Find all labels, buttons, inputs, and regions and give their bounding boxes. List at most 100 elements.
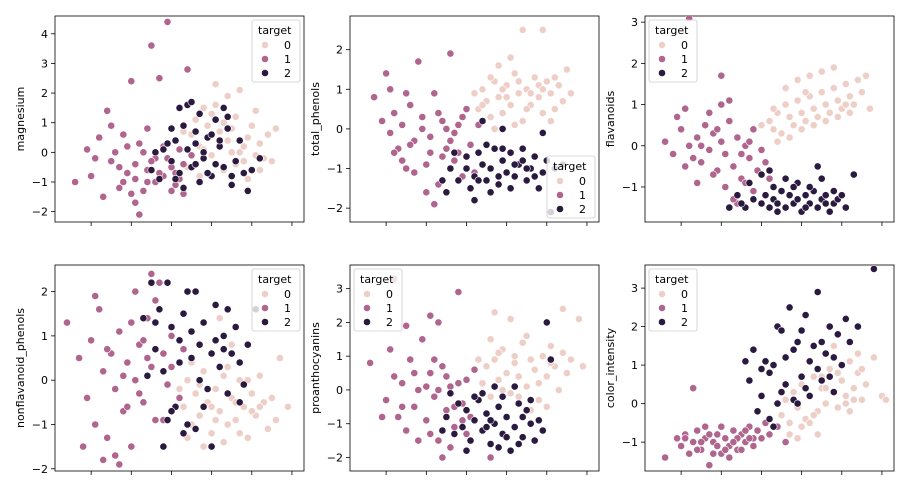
legend-title: target [553, 160, 587, 173]
scatter-point-target-2 [175, 104, 184, 112]
legend-box [546, 155, 596, 219]
scatter-point-target-0 [854, 76, 862, 84]
scatter-point-target-1 [430, 355, 439, 364]
scatter-point-target-2 [195, 340, 204, 349]
scatter-point-target-1 [486, 453, 495, 462]
scatter-point-target-1 [721, 150, 730, 158]
scatter-point-target-1 [414, 436, 423, 445]
scatter-point-target-0 [486, 335, 495, 344]
scatter-point-target-0 [829, 341, 838, 350]
points-layer [661, 16, 874, 216]
scatter-point-target-1 [414, 386, 423, 394]
scatter-point-target-2 [745, 376, 754, 385]
scatter-point-target-2 [538, 426, 547, 435]
scatter-point-target-1 [693, 178, 702, 187]
scatter-point-target-2 [510, 160, 519, 169]
scatter-point-target-1 [438, 152, 447, 161]
scatter-point-target-2 [147, 278, 156, 287]
scatter-point-target-1 [147, 269, 156, 278]
legend-entry-label: 2 [681, 67, 688, 80]
scatter-point-target-2 [203, 169, 212, 177]
scatter-point-target-0 [854, 349, 862, 358]
scatter-point-target-2 [179, 121, 188, 130]
points-layer [71, 17, 280, 219]
scatter-point-target-2 [486, 416, 495, 425]
scatter-point-target-1 [697, 158, 706, 167]
scatter-point-target-1 [721, 445, 730, 454]
scatter-point-target-1 [737, 445, 746, 454]
scatter-point-target-0 [765, 117, 774, 125]
scatter-point-target-0 [542, 372, 551, 381]
scatter-point-target-1 [422, 160, 431, 169]
scatter-point-target-0 [498, 85, 507, 94]
scatter-point-target-0 [862, 380, 870, 389]
scatter-point-target-0 [793, 96, 802, 105]
scatter-point-target-0 [211, 101, 220, 109]
scatter-point-target-2 [737, 199, 746, 208]
scatter-point-target-1 [131, 175, 140, 183]
scatter-point-target-2 [813, 365, 822, 373]
scatter-point-target-2 [163, 278, 172, 287]
y-axis-label: proanthocyanins [309, 322, 322, 414]
scatter-point-target-2 [211, 160, 220, 169]
scatter-point-target-1 [717, 71, 726, 80]
scatter-point-target-1 [107, 157, 116, 166]
scatter-point-target-2 [829, 187, 838, 195]
scatter-point-target-0 [575, 315, 583, 323]
scatter-point-target-2 [542, 318, 551, 327]
scatter-point-target-1 [729, 426, 738, 435]
scatter-point-target-0 [267, 393, 276, 402]
legend: target 012 [648, 268, 698, 332]
scatter-point-target-1 [729, 162, 738, 171]
scatter-point-target-0 [502, 93, 511, 102]
legend-entry-label: 0 [284, 288, 291, 301]
scatter-point-target-0 [567, 89, 575, 98]
scatter-point-target-1 [382, 396, 390, 404]
scatter-point-target-1 [99, 192, 108, 201]
scatter-point-target-1 [697, 141, 706, 150]
scatter-point-target-0 [833, 403, 842, 412]
scatter-point-target-1 [103, 433, 112, 442]
scatter-point-target-2 [765, 203, 774, 212]
scatter-point-target-1 [386, 85, 395, 94]
scatter-point-target-1 [123, 402, 132, 411]
scatter-point-target-2 [167, 157, 176, 166]
scatter-point-target-2 [777, 388, 786, 396]
scatter-point-target-0 [215, 407, 224, 416]
legend-marker-target-0 [261, 41, 269, 49]
y-tick-label: 2 [41, 286, 48, 299]
legend-entry-label: 1 [284, 53, 291, 66]
scatter-point-target-0 [789, 388, 798, 396]
scatter-point-target-0 [195, 411, 204, 420]
scatter-point-target-0 [506, 53, 515, 62]
scatter-point-target-1 [139, 336, 148, 345]
scatter-point-target-0 [781, 395, 790, 404]
scatter-point-target-2 [813, 162, 822, 171]
scatter-point-target-0 [247, 121, 256, 130]
scatter-point-target-1 [761, 158, 770, 167]
scatter-point-target-1 [402, 164, 411, 173]
scatter-point-target-1 [705, 145, 714, 154]
scatter-point-target-0 [542, 402, 551, 411]
scatter-point-target-0 [769, 104, 778, 113]
scatter-point-target-0 [219, 118, 228, 127]
scatter-point-target-0 [223, 362, 232, 371]
scatter-point-target-0 [757, 121, 766, 130]
legend-entry-label: 2 [284, 316, 291, 329]
scatter-point-target-2 [243, 186, 252, 195]
legend-title: target [258, 273, 292, 286]
scatter-point-target-2 [454, 176, 463, 185]
scatter-point-target-1 [135, 389, 144, 398]
scatter-point-target-1 [434, 386, 443, 394]
scatter-point-target-2 [801, 191, 810, 200]
scatter-point-target-1 [713, 430, 722, 439]
scatter-point-target-0 [829, 84, 838, 92]
scatter-point-target-1 [725, 117, 734, 125]
scatter-point-target-0 [825, 365, 834, 373]
scatter-point-target-2 [494, 172, 503, 181]
scatter-point-target-0 [494, 348, 503, 357]
scatter-point-target-2 [769, 361, 778, 369]
scatter-point-target-2 [211, 300, 220, 309]
scatter-point-target-0 [506, 389, 515, 398]
